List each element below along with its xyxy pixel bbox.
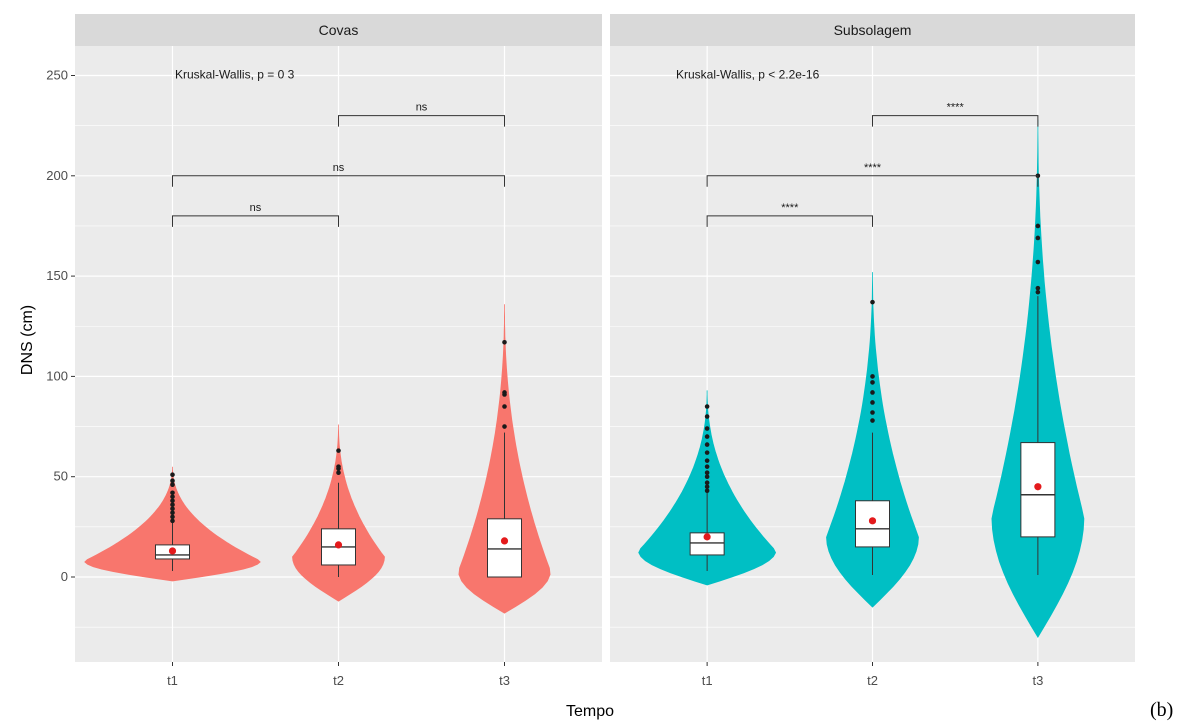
x-tick-label: t2	[333, 673, 344, 688]
strip-label: Covas	[319, 22, 359, 38]
significance-label: ****	[864, 162, 882, 174]
x-tick-label: t2	[867, 673, 878, 688]
x-tick-label: t3	[499, 673, 510, 688]
outlier-point	[170, 506, 175, 512]
outlier-point	[704, 458, 710, 463]
outlier-point	[336, 464, 341, 469]
kruskal-wallis-label: Kruskal-Wallis, p = 0 3	[175, 68, 295, 82]
outlier-point	[1035, 289, 1041, 295]
outlier-point	[704, 474, 710, 480]
x-tick-label: t3	[1032, 673, 1043, 688]
strip-1	[610, 14, 1135, 46]
strip-label: Subsolagem	[834, 22, 912, 38]
significance-label: ****	[781, 202, 799, 214]
outlier-point	[336, 448, 341, 453]
outlier-point	[704, 480, 710, 486]
outlier-point	[704, 442, 710, 447]
y-tick-label: 250	[46, 68, 68, 83]
y-axis-title: DNS (cm)	[19, 305, 36, 375]
kruskal-wallis-label: Kruskal-Wallis, p < 2.2e-16	[676, 68, 820, 82]
outlier-point	[870, 410, 875, 415]
outlier-point	[704, 404, 710, 409]
y-tick-label: 0	[61, 569, 68, 584]
outlier-point	[1035, 285, 1041, 291]
outlier-point	[1035, 235, 1041, 241]
outlier-point	[704, 434, 710, 439]
comparison-bracket	[872, 115, 1039, 127]
significance-label: ns	[333, 162, 345, 174]
outlier-point	[170, 472, 175, 477]
outlier-point	[170, 498, 175, 504]
outlier-point	[870, 299, 875, 305]
x-axis-title: Tempo	[566, 703, 614, 720]
outlier-point	[170, 478, 175, 484]
comparison-bracket	[706, 215, 873, 227]
outlier-point	[704, 414, 710, 419]
x-tick-label: t1	[702, 673, 713, 688]
outlier-point	[870, 400, 875, 405]
outlier-point	[170, 510, 175, 516]
strip-0	[75, 14, 602, 46]
outlier-point	[170, 514, 175, 520]
comparison-bracket	[338, 115, 506, 127]
outlier-point	[502, 339, 507, 345]
mean-point	[703, 533, 711, 541]
outlier-point	[704, 450, 710, 455]
mean-point	[334, 541, 343, 549]
outlier-point	[170, 494, 175, 500]
outlier-point	[870, 390, 875, 395]
outlier-point	[502, 404, 507, 409]
significance-label: ns	[250, 202, 262, 214]
outlier-point	[170, 502, 175, 508]
significance-label: ****	[947, 102, 965, 114]
outlier-point	[704, 484, 710, 490]
outlier-point	[336, 470, 341, 475]
panel-tag: (b)	[1150, 699, 1173, 721]
outlier-point	[870, 418, 875, 423]
outlier-point	[502, 424, 507, 429]
x-tick-label: t1	[167, 673, 178, 688]
outlier-point	[502, 390, 507, 395]
comparison-bracket	[706, 175, 1039, 187]
y-tick-label: 150	[46, 268, 68, 283]
box-t3	[487, 518, 523, 578]
outlier-point	[170, 518, 175, 524]
y-tick-label: 200	[46, 168, 68, 183]
mean-point	[500, 537, 509, 545]
outlier-point	[170, 482, 175, 488]
y-tick-label: 50	[54, 469, 68, 484]
outlier-point	[870, 380, 875, 385]
mean-point	[1034, 483, 1042, 491]
outlier-point	[170, 490, 175, 496]
y-tick-label: 100	[46, 368, 68, 383]
outlier-point	[704, 426, 710, 431]
outlier-point	[704, 470, 710, 475]
outlier-point	[1035, 223, 1041, 229]
comparison-bracket	[171, 215, 339, 227]
outlier-point	[870, 374, 875, 379]
outlier-point	[704, 464, 710, 469]
mean-point	[868, 517, 877, 525]
outlier-point	[1035, 259, 1041, 265]
mean-point	[168, 547, 177, 555]
significance-label: ns	[416, 102, 428, 114]
box-t1	[689, 532, 725, 556]
outlier-point	[704, 488, 710, 494]
comparison-bracket	[171, 175, 506, 187]
